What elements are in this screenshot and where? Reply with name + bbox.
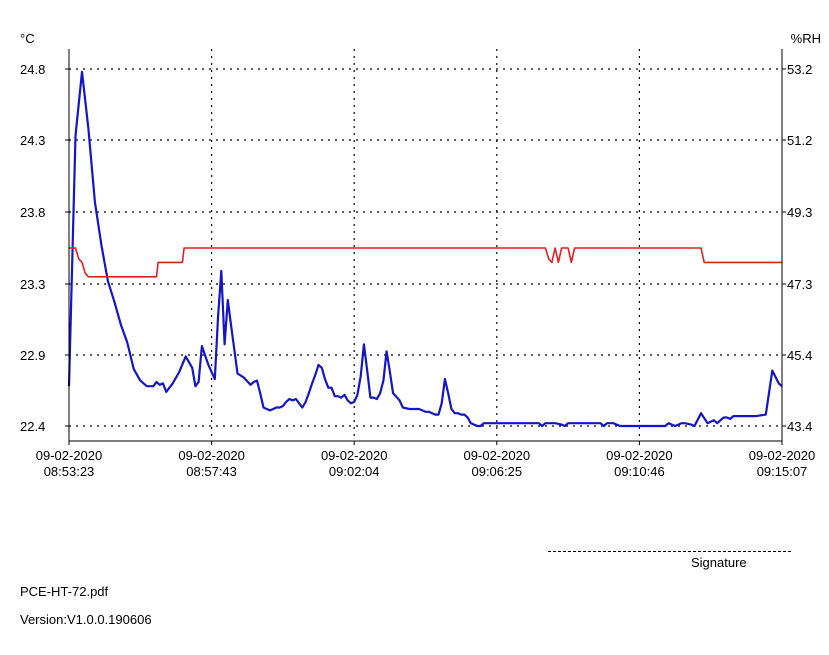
x-tick-date: 09-02-2020 <box>36 448 103 463</box>
right-axis-unit: %RH <box>791 31 821 46</box>
x-tick-date: 09-02-2020 <box>464 448 531 463</box>
series-layer <box>67 70 783 428</box>
signature-label: Signature <box>691 555 747 570</box>
humidity-series-line <box>69 247 782 278</box>
x-tick-date: 09-02-2020 <box>321 448 388 463</box>
left-axis-unit: °C <box>20 31 35 46</box>
right-tick-label: 45.4 <box>787 348 812 363</box>
temperature-series-line <box>67 70 783 428</box>
x-tick-time: 08:53:23 <box>44 464 95 479</box>
left-tick-label: 23.3 <box>20 277 45 292</box>
left-tick-label: 22.9 <box>20 348 45 363</box>
left-tick-label: 22.4 <box>20 419 45 434</box>
label-layer: °C %RH 24.8 24.3 23.8 23.3 22.9 22.4 53.2 51.2 49.… <box>20 31 821 479</box>
x-tick-date: 09-02-2020 <box>749 448 816 463</box>
footer-version: Version:V1.0.0.190606 <box>20 612 152 627</box>
x-tick-time: 09:06:25 <box>471 464 522 479</box>
x-tick-time: 09:10:46 <box>614 464 665 479</box>
grid-layer <box>69 49 782 441</box>
right-tick-label: 47.3 <box>787 277 812 292</box>
x-tick-date: 09-02-2020 <box>606 448 673 463</box>
x-tick-date: 09-02-2020 <box>178 448 245 463</box>
footer-filename: PCE-HT-72.pdf <box>20 584 109 599</box>
axis-layer <box>65 49 786 445</box>
right-tick-label: 49.3 <box>787 205 812 220</box>
left-tick-label: 24.8 <box>20 62 45 77</box>
right-tick-label: 51.2 <box>787 133 812 148</box>
left-tick-label: 24.3 <box>20 133 45 148</box>
x-tick-time: 08:57:43 <box>186 464 237 479</box>
right-tick-label: 43.4 <box>787 419 812 434</box>
left-tick-label: 23.8 <box>20 205 45 220</box>
right-tick-label: 53.2 <box>787 62 812 77</box>
x-tick-time: 09:15:07 <box>757 464 808 479</box>
signature-line <box>548 551 791 552</box>
x-tick-time: 09:02:04 <box>329 464 380 479</box>
